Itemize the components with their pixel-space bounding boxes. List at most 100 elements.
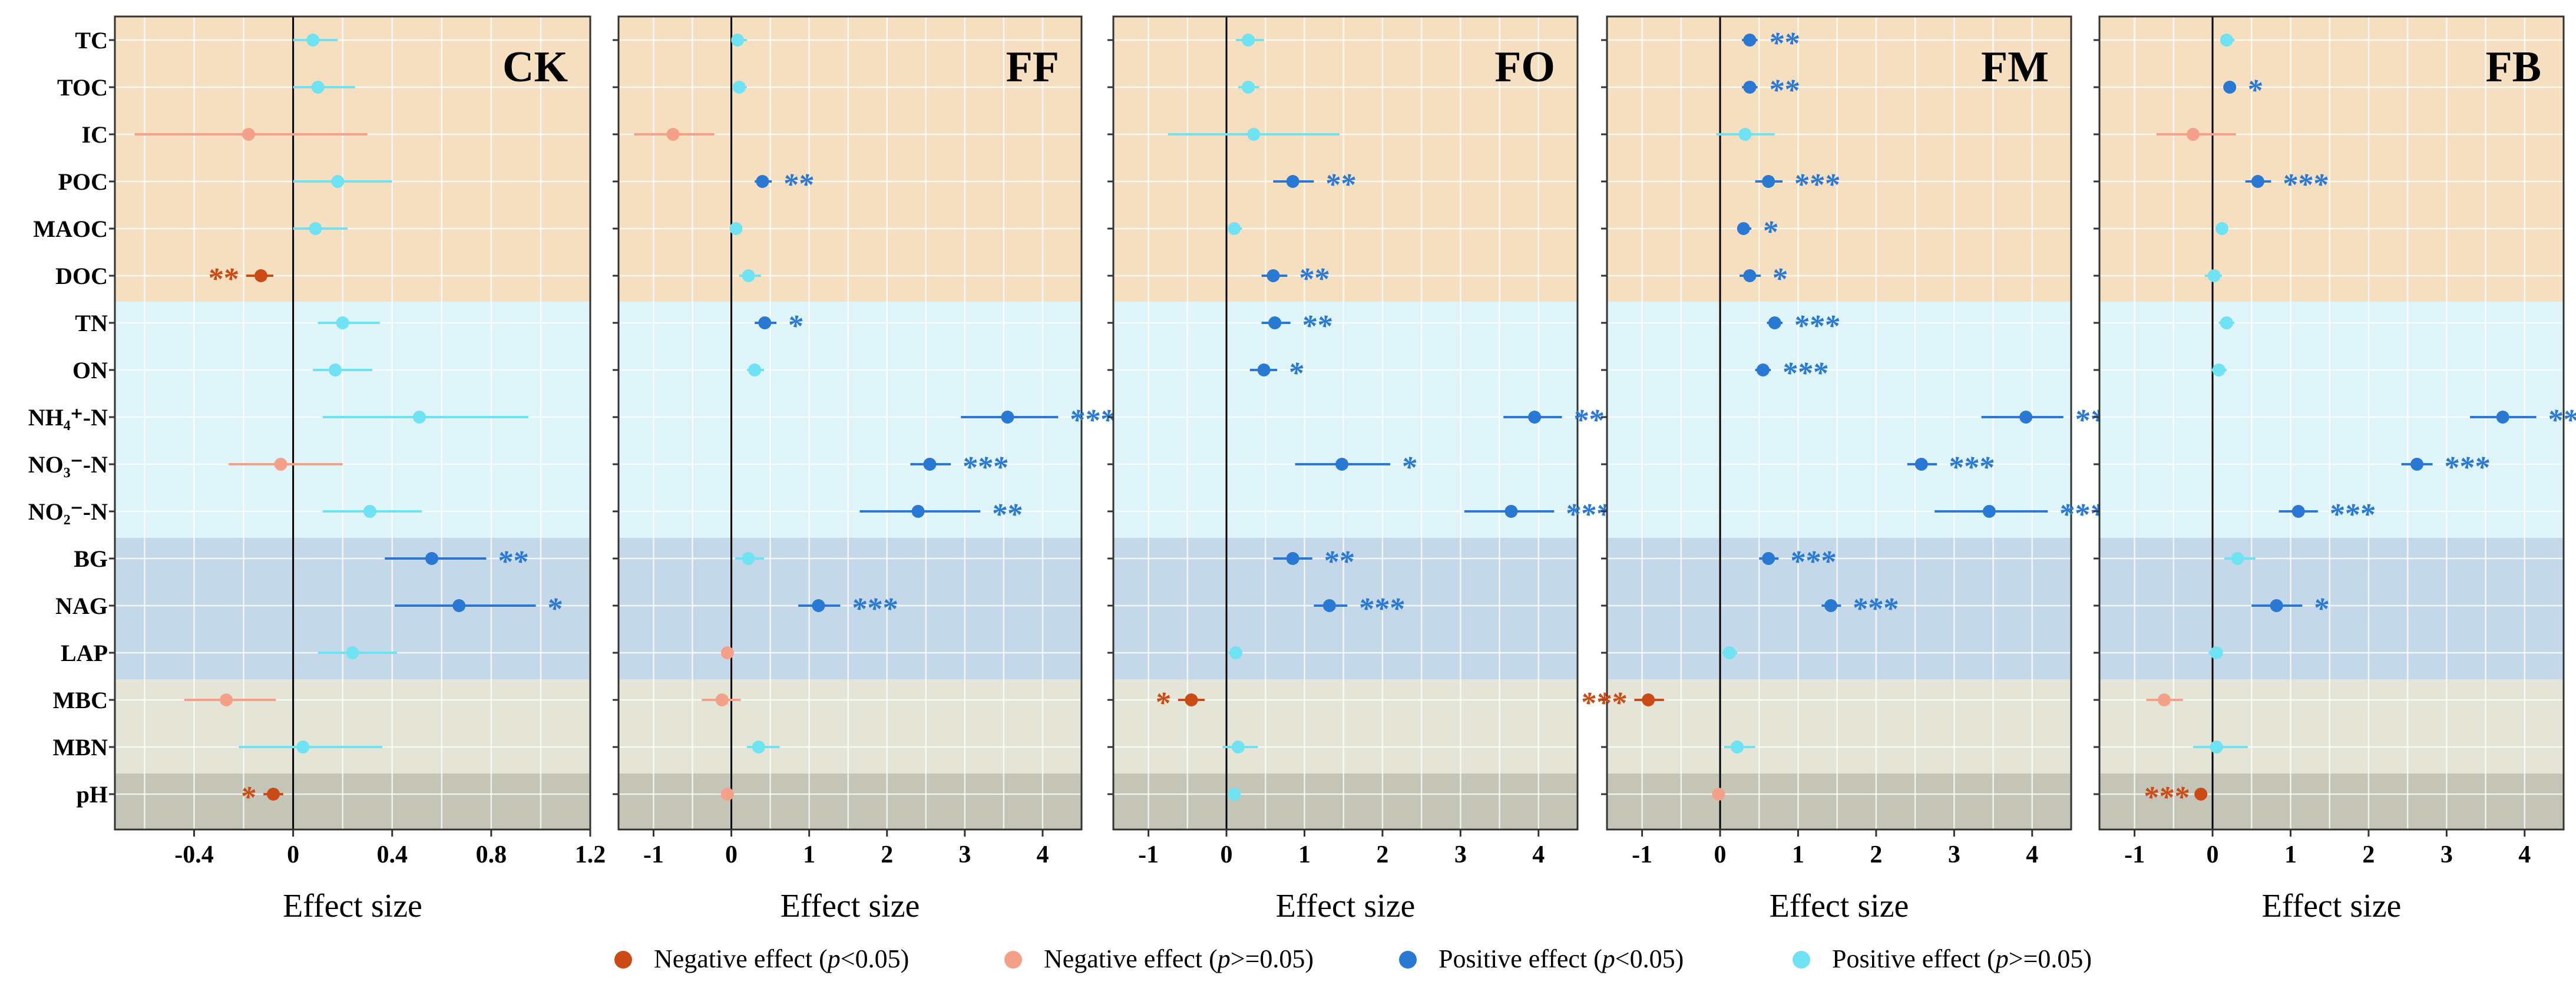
x-axis-title: Effect size: [283, 888, 422, 924]
effect-point: [2207, 269, 2221, 282]
effect-point: [1756, 363, 1770, 376]
effect-marker-12: ***: [798, 592, 897, 626]
significance-label: ***: [1793, 168, 1840, 201]
effect-marker-16: [1712, 788, 1725, 801]
background-band: [1113, 679, 1578, 774]
y-tick-label-4: MAOC: [33, 216, 108, 242]
significance-label: *: [787, 309, 803, 343]
effect-point: [346, 646, 359, 659]
significance-label: ***: [1069, 404, 1115, 437]
effect-marker-4: [1228, 222, 1242, 235]
effect-point: [1762, 552, 1775, 565]
effect-point: [2019, 411, 2033, 424]
background-band: [1607, 302, 2071, 538]
effect-marker-14: [702, 693, 741, 706]
effect-point: [1257, 363, 1271, 376]
legend-item-3: Positive effect (p>=0.05): [1793, 944, 2092, 973]
effect-point: [720, 646, 734, 659]
legend-label-prefix: Negative effect (: [1044, 944, 1218, 973]
effect-marker-16: [720, 788, 734, 801]
legend-label-prefix: Positive effect (: [1832, 944, 1996, 973]
effect-point: [923, 458, 937, 471]
effect-point: [1762, 175, 1775, 188]
effect-marker-8: [323, 411, 528, 424]
effect-marker-6: ***: [1767, 309, 1840, 343]
effect-marker-12: ***: [1821, 592, 1898, 626]
effect-point: [812, 599, 825, 612]
effect-point: [1982, 505, 1996, 518]
effect-point: [331, 175, 345, 188]
effect-marker-5: [739, 269, 761, 282]
significance-label: ***: [2547, 404, 2576, 437]
legend-swatch: [1399, 951, 1417, 969]
effect-point: [1266, 269, 1280, 282]
effect-point: [1247, 128, 1261, 141]
effect-point: [1743, 269, 1757, 282]
x-tick-label: 0: [1714, 841, 1727, 868]
effect-point: [1268, 316, 1282, 329]
effect-marker-13: [1228, 646, 1242, 659]
effect-point: [1722, 646, 1736, 659]
y-tick-label-15: MBN: [53, 734, 108, 761]
effect-point: [2231, 552, 2244, 565]
effect-point: [306, 34, 320, 47]
effect-marker-13: [720, 646, 734, 659]
effect-point: [1001, 411, 1014, 424]
x-tick-label: -1: [643, 841, 664, 868]
effect-marker-11: **: [1273, 545, 1354, 579]
effect-point: [1228, 788, 1241, 801]
effect-point: [2496, 411, 2509, 424]
effect-marker-1: [732, 81, 747, 94]
legend-label: Negative effect (p>=0.05): [1044, 944, 1314, 973]
effect-marker-3: **: [1273, 168, 1355, 201]
significance-label: *: [1288, 356, 1304, 390]
panel-frame: [1112, 15, 1579, 831]
effect-marker-3: ***: [1755, 168, 1840, 201]
effect-point: [720, 788, 734, 801]
effect-point: [2210, 646, 2223, 659]
effect-marker-3: ***: [2245, 168, 2328, 201]
effect-point: [1242, 81, 1255, 94]
effect-point: [329, 363, 342, 376]
legend-label: Negative effect (p<0.05): [654, 944, 909, 973]
panel-title: FM: [1981, 43, 2049, 91]
significance-label: **: [207, 262, 239, 296]
x-tick-label: 4: [2518, 841, 2531, 868]
legend-swatch: [1793, 951, 1810, 969]
significance-label: **: [1768, 27, 1800, 60]
background-band: [1113, 774, 1578, 830]
effect-marker-9: *: [1295, 451, 1417, 484]
significance-label: ***: [1789, 545, 1836, 579]
legend-label-suffix: >=0.05): [1231, 944, 1314, 973]
effect-marker-2: [1716, 128, 1775, 141]
panel-frame: [1606, 15, 2072, 831]
effect-point: [412, 411, 426, 424]
x-tick-label: 1.2: [575, 841, 606, 868]
effect-point: [2291, 505, 2305, 518]
effect-point: [425, 552, 438, 565]
effect-marker-1: *: [2223, 74, 2263, 107]
significance-label: ***: [1851, 592, 1898, 626]
y-tick-label-6: TN: [75, 310, 108, 336]
x-tick-label: 2: [881, 841, 893, 868]
effect-point: [274, 458, 287, 471]
y-tick-label-14: MBC: [53, 687, 108, 713]
effect-marker-9: ***: [910, 451, 1008, 484]
effect-point: [2194, 788, 2208, 801]
effect-point: [715, 693, 729, 706]
effect-point: [1504, 505, 1518, 518]
effect-point: [2210, 741, 2223, 754]
x-axis-title: Effect size: [2262, 888, 2402, 924]
effect-point: [1737, 222, 1750, 235]
legend-label-prefix: Positive effect (: [1439, 944, 1602, 973]
effect-marker-10: ***: [1464, 498, 1611, 531]
effect-marker-6: **: [1261, 309, 1332, 343]
effect-marker-7: ***: [1755, 356, 1828, 390]
effect-point: [220, 693, 233, 706]
y-tick-label-12: NAG: [55, 593, 108, 619]
effect-point: [2251, 175, 2264, 188]
effect-marker-15: [239, 741, 382, 754]
